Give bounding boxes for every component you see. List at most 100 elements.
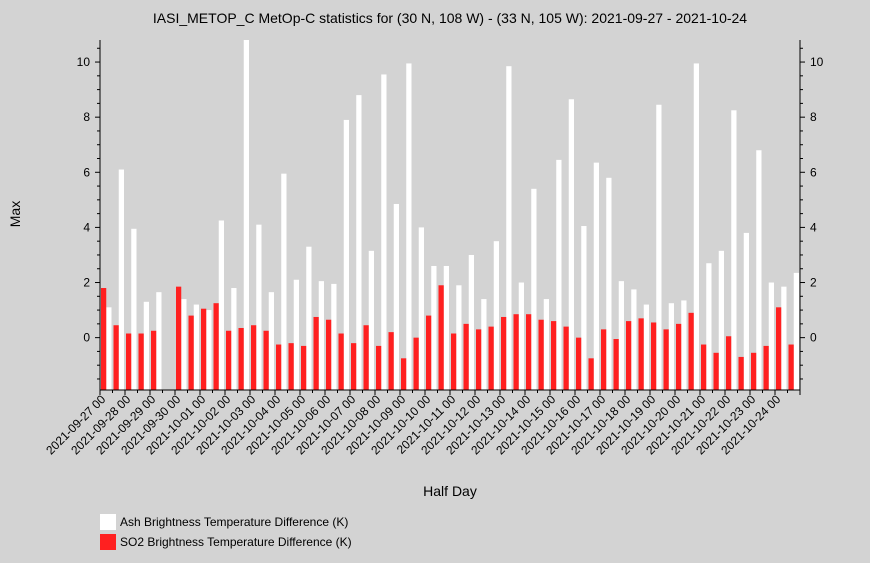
so2-bar: [526, 314, 532, 390]
y-ticks-group: 0 0 2 2 4 4 6 6 8 8 10 10: [77, 47, 824, 380]
ash-bar: [643, 304, 649, 390]
ash-bar: [556, 159, 562, 390]
so2-bar: [276, 344, 282, 390]
so2-bar: [626, 321, 632, 390]
so2-bar: [601, 329, 607, 390]
so2-bar: [663, 329, 669, 390]
y-tick-label-left: 0: [83, 331, 90, 345]
so2-bar: [738, 356, 744, 390]
ash-bar: [793, 272, 799, 390]
ash-bar: [443, 265, 449, 390]
bars-group: [101, 40, 799, 391]
ash-bar: [143, 301, 149, 390]
ash-bar: [768, 282, 774, 390]
ash-bar: [193, 304, 199, 390]
so2-bar: [426, 315, 432, 390]
so2-bar: [788, 344, 794, 390]
ash-bar: [118, 169, 124, 390]
y-tick-label-left: 10: [77, 55, 91, 69]
ash-bar: [618, 281, 624, 390]
y-tick-label-left: 2: [83, 276, 90, 290]
so2-bar: [376, 345, 382, 390]
y-tick-label-right: 10: [810, 55, 824, 69]
ash-bar: [493, 241, 499, 390]
so2-bar: [101, 288, 107, 390]
ash-bar: [681, 300, 687, 390]
y-tick-label-right: 2: [810, 276, 817, 290]
y-tick-label-right: 6: [810, 165, 817, 179]
so2-bar: [438, 285, 444, 390]
so2-bar: [301, 345, 307, 390]
so2-bar: [576, 337, 582, 390]
ash-bar: [256, 224, 262, 390]
ash-bar: [731, 110, 737, 390]
so2-bar: [138, 333, 144, 390]
ash-bar: [406, 63, 412, 391]
legend-item-so2: SO2 Brightness Temperature Difference (K…: [100, 532, 352, 552]
so2-bar: [488, 326, 494, 390]
so2-bar: [201, 308, 207, 390]
ash-bar: [131, 228, 137, 390]
so2-bar: [463, 323, 469, 390]
so2-bar: [588, 358, 594, 390]
x-axis-label: Half Day: [423, 483, 477, 499]
ash-bar: [543, 299, 549, 390]
ash-bar: [581, 226, 587, 390]
so2-bar: [501, 316, 507, 390]
so2-bar: [613, 339, 619, 390]
so2-bar: [676, 323, 682, 390]
so2-bar: [326, 319, 332, 390]
ash-bar: [156, 292, 162, 390]
legend-item-ash: Ash Brightness Temperature Difference (K…: [100, 512, 352, 532]
so2-bar: [538, 319, 544, 390]
so2-bar: [351, 343, 357, 390]
ash-bar: [306, 246, 312, 390]
so2-bar: [388, 332, 394, 390]
ash-bar: [218, 220, 224, 390]
y-tick-label-left: 4: [83, 220, 90, 234]
so2-bar: [263, 330, 269, 390]
ash-bar: [518, 282, 524, 390]
ash-bar: [706, 263, 712, 390]
so2-bar: [413, 337, 419, 390]
ash-bar: [268, 292, 274, 390]
so2-bar: [226, 330, 232, 390]
ash-bar: [206, 310, 212, 390]
ash-bar: [368, 250, 374, 390]
ash-bar: [431, 265, 437, 390]
ash-bar: [481, 299, 487, 390]
so2-bar: [338, 333, 344, 390]
ash-bar: [231, 288, 237, 390]
so2-bar: [776, 307, 782, 390]
legend: Ash Brightness Temperature Difference (K…: [100, 512, 352, 552]
y-tick-label-right: 8: [810, 110, 817, 124]
so2-bar: [176, 286, 182, 390]
ash-bar: [456, 285, 462, 390]
so2-bar: [288, 343, 294, 390]
so2-bar: [363, 325, 369, 390]
ash-bar: [281, 173, 287, 390]
so2-bar: [238, 327, 244, 390]
y-axis-label: Max: [7, 201, 23, 227]
chart-title: IASI_METOP_C MetOp-C statistics for (30 …: [153, 10, 747, 26]
ash-bar: [318, 281, 324, 390]
so2-bar: [551, 321, 557, 390]
so2-bar: [401, 358, 407, 390]
so2-bar: [763, 345, 769, 390]
ash-bar: [356, 95, 362, 391]
ash-bar: [181, 299, 187, 390]
so2-bar: [213, 303, 219, 390]
ash-bar: [568, 99, 574, 390]
so2-bar: [651, 322, 657, 390]
ash-bar: [243, 40, 249, 390]
y-tick-label-right: 4: [810, 220, 817, 234]
so2-bar: [188, 315, 194, 390]
ash-bar: [631, 289, 637, 390]
ash-bar: [781, 286, 787, 390]
so2-bar: [638, 318, 644, 390]
ash-bar: [418, 227, 424, 390]
ash-bar: [293, 279, 299, 390]
ash-bar: [668, 303, 674, 390]
y-tick-label-left: 6: [83, 165, 90, 179]
